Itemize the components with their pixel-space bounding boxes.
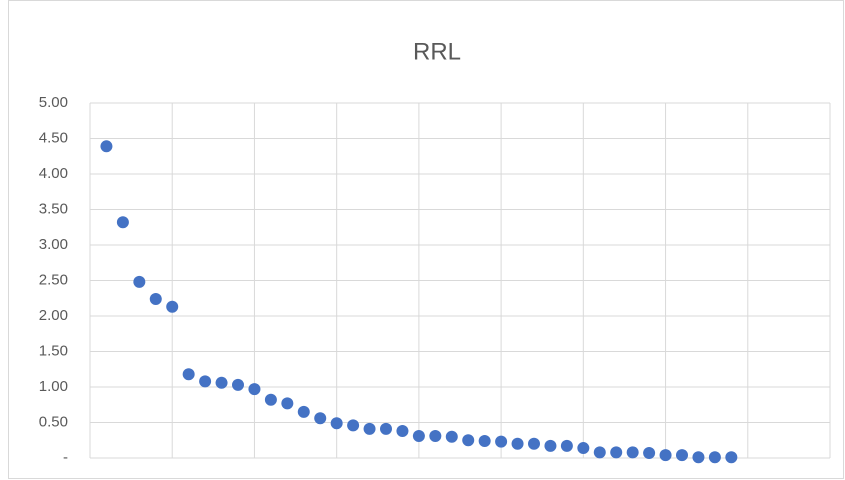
data-point <box>380 422 392 435</box>
y-tick-label: 2.50 <box>39 271 68 288</box>
y-tick-label: 5.00 <box>39 94 68 111</box>
data-point <box>445 430 458 443</box>
data-point <box>248 383 261 396</box>
data-point <box>297 405 310 418</box>
y-tick-label: 2.00 <box>39 307 68 324</box>
y-tick-label: 0.50 <box>39 413 68 430</box>
data-point <box>281 397 294 410</box>
y-tick-label: 1.00 <box>39 378 68 395</box>
data-point <box>232 378 244 391</box>
data-point <box>708 451 721 464</box>
data-point <box>363 422 376 435</box>
data-point <box>264 393 277 406</box>
data-point <box>396 425 409 438</box>
data-point <box>462 434 475 447</box>
data-point <box>659 449 672 462</box>
data-point <box>692 451 705 464</box>
data-point <box>412 429 425 442</box>
data-point <box>544 439 557 452</box>
y-tick-label: 4.00 <box>39 165 68 182</box>
data-point <box>199 375 212 388</box>
y-tick-label: 3.00 <box>39 236 68 253</box>
data-point <box>643 447 656 460</box>
data-point <box>626 446 639 459</box>
data-point <box>610 446 623 459</box>
data-point <box>133 275 146 288</box>
data-point <box>116 216 129 229</box>
chart-frame <box>8 0 844 479</box>
y-tick-label: 4.50 <box>39 129 68 146</box>
data-point <box>330 417 343 430</box>
data-point <box>511 437 524 450</box>
data-point <box>725 451 738 464</box>
chart-title: RRL <box>413 38 461 65</box>
data-point <box>149 292 162 305</box>
y-tick-label: 3.50 <box>39 200 68 217</box>
data-point <box>593 446 606 459</box>
data-point <box>347 419 360 432</box>
y-tick-label: - <box>63 449 68 466</box>
data-point <box>182 368 195 381</box>
data-point <box>560 439 573 452</box>
data-point <box>528 437 540 450</box>
y-tick-label: 1.50 <box>39 342 68 359</box>
data-point <box>100 140 113 153</box>
data-point <box>495 435 508 448</box>
data-point <box>429 429 442 442</box>
data-point <box>215 376 228 389</box>
data-point <box>676 449 688 462</box>
data-point <box>166 300 179 313</box>
data-point <box>478 434 491 447</box>
data-point <box>577 442 590 455</box>
data-point <box>314 412 327 425</box>
